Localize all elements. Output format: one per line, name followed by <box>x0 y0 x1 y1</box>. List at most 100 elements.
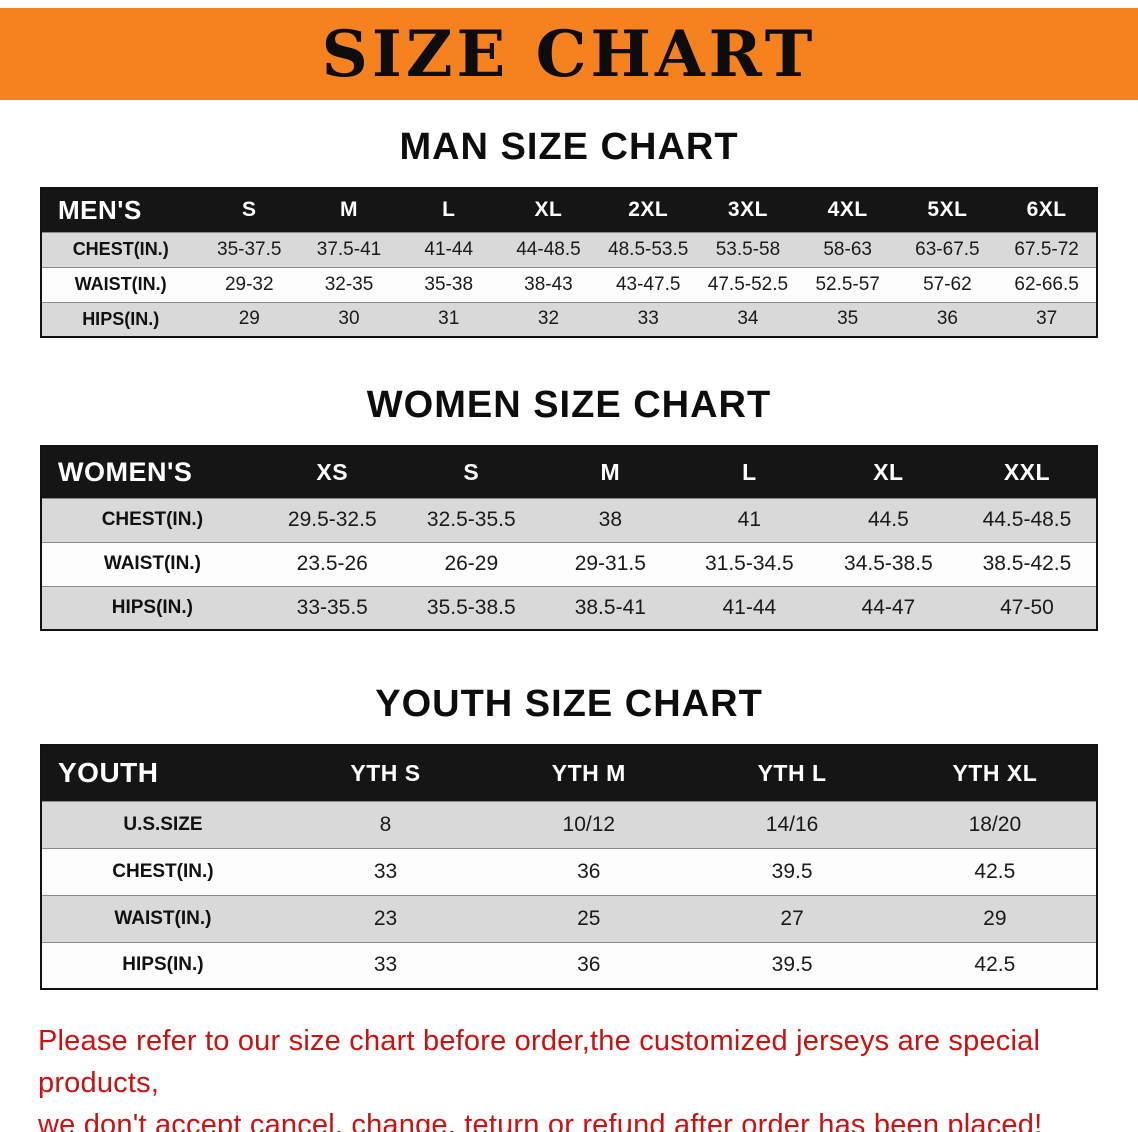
column-header: YTH L <box>690 745 894 801</box>
cell: 32 <box>498 301 599 337</box>
column-header: 2XL <box>598 188 699 232</box>
cell: 14/16 <box>690 800 894 848</box>
cell: 31 <box>398 301 499 337</box>
row-label: U.S.SIZE <box>41 800 284 848</box>
table-row: HIPS(IN.) 33-35.5 35.5-38.5 38.5-41 41-44 44-… <box>41 585 1097 630</box>
header-row: MEN'S S M L XL 2XL 3XL 4XL 5XL 6XL <box>41 188 1097 232</box>
cell: 27 <box>690 894 894 942</box>
column-header: 4XL <box>797 188 898 232</box>
row-label: WAIST(IN.) <box>41 541 263 586</box>
table-row: WAIST(IN.) 23.5-26 26-29 29-31.5 31.5-34.5 34… <box>41 541 1097 586</box>
table-row: WAIST(IN.) 23 25 27 29 <box>41 894 1097 942</box>
row-label: CHEST(IN.) <box>41 497 263 542</box>
column-header: XL <box>818 446 958 498</box>
cell: 32-35 <box>299 266 399 302</box>
column-header: XL <box>498 188 599 232</box>
cell: 29-32 <box>199 266 300 302</box>
column-header: YTH XL <box>893 745 1097 801</box>
header-row: WOMEN'S XS S M L XL XXL <box>41 446 1097 498</box>
youth-section-heading: YOUTH SIZE CHART <box>375 683 763 725</box>
cell: 35-37.5 <box>199 231 300 267</box>
table-row: HIPS(IN.) 29 30 31 32 33 34 35 36 37 <box>41 301 1097 337</box>
column-header: M <box>540 446 680 498</box>
cell: 33-35.5 <box>262 585 402 630</box>
column-header: XXL <box>957 446 1097 498</box>
table-row: CHEST(IN.) 35-37.5 37.5-41 41-44 44-48.5 48.5… <box>41 231 1097 267</box>
row-label: WAIST(IN.) <box>41 266 200 302</box>
cell: 42.5 <box>893 941 1097 989</box>
cell: 43-47.5 <box>598 266 699 302</box>
cell: 35-38 <box>398 266 499 302</box>
disclaimer-line-1: Please refer to our size chart before or… <box>38 1025 1041 1100</box>
women-section-heading: WOMEN SIZE CHART <box>366 384 772 426</box>
cell: 30 <box>299 301 399 337</box>
cell: 39.5 <box>690 941 894 989</box>
cell: 38.5-41 <box>540 585 680 630</box>
cell: 44-48.5 <box>498 231 599 267</box>
cell: 44.5 <box>818 497 958 542</box>
cell: 34.5-38.5 <box>818 541 958 586</box>
cell: 52.5-57 <box>797 266 898 302</box>
cell: 39.5 <box>690 847 894 895</box>
disclaimer-line-2: we don't accept cancel, change, teturn o… <box>38 1109 1043 1132</box>
column-header: L <box>398 188 499 232</box>
cell: 35.5-38.5 <box>401 585 541 630</box>
cell: 67.5-72 <box>997 231 1097 267</box>
men-size-table: MEN'S S M L XL 2XL 3XL 4XL 5XL 6XL CHEST(IN.) 35-37… <box>40 187 1098 338</box>
cell: 41 <box>679 497 819 542</box>
table-title-cell: YOUTH <box>41 745 284 801</box>
cell: 47.5-52.5 <box>698 266 798 302</box>
column-header: M <box>299 188 399 232</box>
cell: 32.5-35.5 <box>401 497 541 542</box>
table-row: U.S.SIZE 8 10/12 14/16 18/20 <box>41 800 1097 848</box>
cell: 37.5-41 <box>299 231 399 267</box>
women-size-table: WOMEN'S XS S M L XL XXL CHEST(IN.) 29.5-32.5 32.5… <box>40 445 1098 631</box>
column-header: XS <box>262 446 402 498</box>
table-row: CHEST(IN.) 29.5-32.5 32.5-35.5 38 41 44.5 44.5… <box>41 497 1097 542</box>
column-header: S <box>199 188 300 232</box>
cell: 10/12 <box>487 800 691 848</box>
column-header: S <box>401 446 541 498</box>
cell: 41-44 <box>679 585 819 630</box>
cell: 25 <box>487 894 691 942</box>
cell: 23.5-26 <box>262 541 402 586</box>
column-header: YTH M <box>487 745 691 801</box>
table-row: HIPS(IN.) 33 36 39.5 42.5 <box>41 941 1097 989</box>
row-label: HIPS(IN.) <box>41 301 200 337</box>
cell: 36 <box>487 847 691 895</box>
column-header: YTH S <box>283 745 488 801</box>
cell: 38-43 <box>498 266 599 302</box>
cell: 23 <box>283 894 488 942</box>
row-label: HIPS(IN.) <box>41 941 284 989</box>
table-row: WAIST(IN.) 29-32 32-35 35-38 38-43 43-47.5 47.… <box>41 266 1097 302</box>
row-label: WAIST(IN.) <box>41 894 284 942</box>
banner: SIZE CHART <box>0 8 1138 100</box>
cell: 36 <box>897 301 998 337</box>
cell: 63-67.5 <box>897 231 998 267</box>
row-label: HIPS(IN.) <box>41 585 263 630</box>
column-header: 6XL <box>997 188 1097 232</box>
page-title: SIZE CHART <box>321 16 817 92</box>
column-header: L <box>679 446 819 498</box>
row-label: CHEST(IN.) <box>41 847 284 895</box>
disclaimer: Please refer to our size chart before or… <box>38 1020 1100 1132</box>
cell: 33 <box>283 847 488 895</box>
cell: 44.5-48.5 <box>957 497 1097 542</box>
cell: 33 <box>598 301 699 337</box>
cell: 29-31.5 <box>540 541 680 586</box>
cell: 36 <box>487 941 691 989</box>
column-header: 5XL <box>897 188 998 232</box>
cell: 29.5-32.5 <box>262 497 402 542</box>
cell: 42.5 <box>893 847 1097 895</box>
cell: 29 <box>893 894 1097 942</box>
header-row: YOUTH YTH S YTH M YTH L YTH XL <box>41 745 1097 801</box>
cell: 33 <box>283 941 488 989</box>
cell: 37 <box>997 301 1097 337</box>
table-title-cell: MEN'S <box>41 188 200 232</box>
cell: 41-44 <box>398 231 499 267</box>
cell: 18/20 <box>893 800 1097 848</box>
cell: 31.5-34.5 <box>679 541 819 586</box>
cell: 62-66.5 <box>997 266 1097 302</box>
cell: 29 <box>199 301 300 337</box>
cell: 26-29 <box>401 541 541 586</box>
